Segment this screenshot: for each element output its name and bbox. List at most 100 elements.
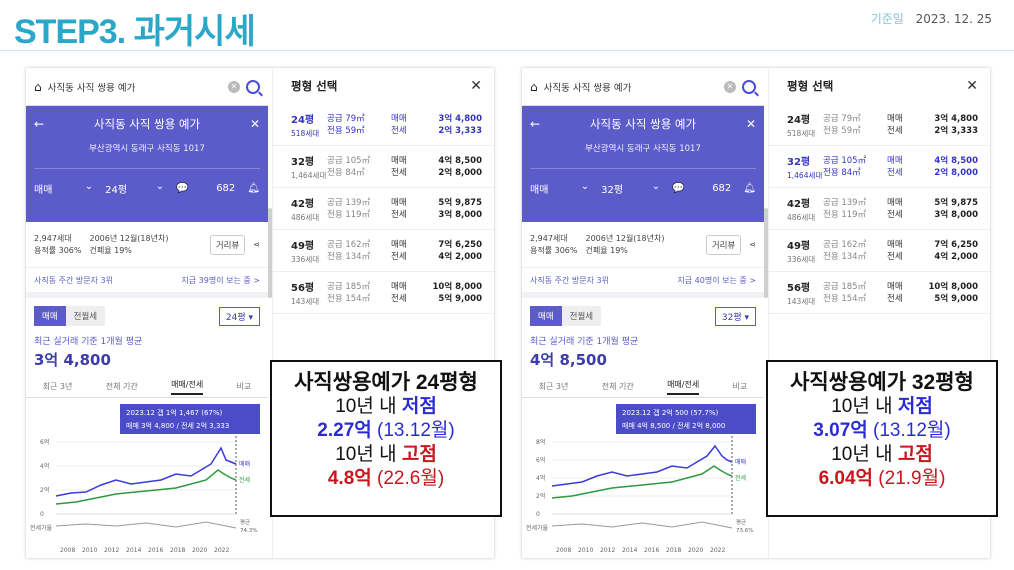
back-icon[interactable]: ← xyxy=(34,117,45,131)
sale-price: 5억 9,875 xyxy=(438,197,482,208)
visitor-rank[interactable]: 사직동 주간 방문자 3위 지금 40명이 보는 중 > xyxy=(522,268,764,298)
deal-type-label: 매매 xyxy=(530,185,549,196)
ratio-avg-label: 평균 xyxy=(736,519,746,526)
size-row[interactable]: 24평 518세대 공급 79㎡ 전용 59㎡ 매매 전세 3억 4,800 2억 3,… xyxy=(273,104,494,146)
tab-compare[interactable]: 비교 xyxy=(236,382,252,391)
x-tick: 2022 xyxy=(710,547,725,554)
size-row[interactable]: 24평 518세대 공급 79㎡ 전용 59㎡ 매매 전세 3억 4,800 2억 3,… xyxy=(769,104,990,146)
search-input[interactable]: 사직동 사직 쌍용 예가 xyxy=(543,82,632,94)
x-tick: 2016 xyxy=(644,547,659,554)
coverage-ratio: 건폐율 19% xyxy=(89,245,132,255)
bell-icon[interactable]: 🔔︎ xyxy=(743,183,756,194)
complex-header: ← 사직동 사직 쌍용 예가 ✕ 부산광역시 동래구 사직동 1017 매매 ⌄ … xyxy=(26,106,268,222)
pyeong: 56평 xyxy=(787,282,811,294)
tab-recent-3y[interactable]: 최근 3년 xyxy=(538,382,569,391)
scrollbar[interactable] xyxy=(268,208,272,298)
deal-type-filter[interactable]: 매매 ⌄ xyxy=(530,181,595,196)
tab-rent[interactable]: 전월세 xyxy=(65,306,106,326)
street-view-button[interactable]: 거리뷰 xyxy=(705,234,742,255)
avg-price: 3억 4,800 xyxy=(34,351,111,369)
share-icon[interactable]: ⋖ xyxy=(749,240,756,249)
size-row[interactable]: 56평 143세대 공급 185㎡ 전용 154㎡ 매매 전세 10억 8,000 5억… xyxy=(769,272,990,314)
summary-box-32py: 사직쌍용예가 32평형 10년 내 저점 3.07억 (13.12월) 10년 … xyxy=(766,360,998,517)
size-filter[interactable]: 32평 ⌄ xyxy=(601,181,666,196)
size-select[interactable]: 24평 ▾ xyxy=(218,306,260,326)
clear-icon[interactable]: ✕ xyxy=(228,80,240,93)
home-icon[interactable]: ⌂ xyxy=(34,79,42,94)
tooltip-line2: 매매 3억 4,800 / 전세 2억 3,333 xyxy=(126,421,229,430)
visitor-rank-label: 사직동 주간 방문자 3위 xyxy=(34,275,113,285)
tab-all-period[interactable]: 전체 기간 xyxy=(105,382,138,391)
high-word: 고점 xyxy=(401,444,437,465)
search-input[interactable]: 사직동 사직 쌍용 예가 xyxy=(47,82,136,94)
x-tick: 2018 xyxy=(170,547,185,554)
size-row[interactable]: 42평 486세대 공급 139㎡ 전용 119㎡ 매매 전세 5억 9,875 3억 … xyxy=(273,188,494,230)
chevron-down-icon: ⌄ xyxy=(84,181,94,192)
tab-sale[interactable]: 매매 xyxy=(34,306,66,326)
bell-icon[interactable]: 🔔︎ xyxy=(247,183,260,194)
size-row[interactable]: 49평 336세대 공급 162㎡ 전용 134㎡ 매매 전세 7억 6,250 4억 … xyxy=(273,230,494,272)
street-view-button[interactable]: 거리뷰 xyxy=(209,234,246,255)
close-icon[interactable]: ✕ xyxy=(470,78,482,94)
y-tick-2: 2억 xyxy=(536,492,545,500)
close-icon[interactable]: ✕ xyxy=(745,117,756,131)
high-prefix: 10년 내 xyxy=(831,444,898,465)
low-word: 저점 xyxy=(401,396,437,417)
built-year: 2006년 12월(18년차) xyxy=(89,233,169,243)
exclusive-area: 전용 119㎡ xyxy=(327,209,371,220)
complex-title: 사직동 사직 쌍용 예가 xyxy=(589,117,697,131)
search-icon[interactable] xyxy=(246,79,260,94)
size-row[interactable]: 56평 143세대 공급 185㎡ 전용 154㎡ 매매 전세 10억 8,000 5억… xyxy=(273,272,494,314)
close-icon[interactable]: ✕ xyxy=(966,78,978,94)
high-date: (21.9월) xyxy=(873,468,946,489)
visitor-rank[interactable]: 사직동 주간 방문자 3위 지금 39명이 보는 중 > xyxy=(26,268,268,298)
ratio-avg-value: 73.6% xyxy=(736,528,753,534)
size-row[interactable]: 32평 1,464세대 공급 105㎡ 전용 84㎡ 매매 전세 4억 8,500 2억… xyxy=(769,146,990,188)
price-chart: 2023.12 갭 1억 1,467 (67%) 매매 3억 4,800 / 전… xyxy=(30,404,260,554)
pyeong: 42평 xyxy=(787,198,811,210)
clear-icon[interactable]: ✕ xyxy=(724,80,736,93)
x-tick: 2016 xyxy=(148,547,163,554)
tab-recent-3y[interactable]: 최근 3년 xyxy=(42,382,73,391)
size-filter[interactable]: 24평 ⌄ xyxy=(105,181,170,196)
sale-price: 4억 8,500 xyxy=(934,155,978,166)
complex-title: 사직동 사직 쌍용 예가 xyxy=(93,117,201,131)
size-row[interactable]: 32평 1,464세대 공급 105㎡ 전용 84㎡ 매매 전세 4억 8,500 2억… xyxy=(273,146,494,188)
tab-sale-rent[interactable]: 매매/전세 xyxy=(667,379,700,395)
low-prefix: 10년 내 xyxy=(335,396,402,417)
search-bar: ⌂ 사직동 사직 쌍용 예가 ✕ xyxy=(26,68,268,106)
tab-all-period[interactable]: 전체 기간 xyxy=(601,382,634,391)
exclusive-area: 전용 134㎡ xyxy=(327,251,371,262)
back-icon[interactable]: ← xyxy=(530,117,541,131)
households: 486세대 xyxy=(291,212,320,222)
tab-sale[interactable]: 매매 xyxy=(530,306,562,326)
deal-type: 전세 xyxy=(391,125,407,136)
home-icon[interactable]: ⌂ xyxy=(530,79,538,94)
size-row[interactable]: 49평 336세대 공급 162㎡ 전용 134㎡ 매매 전세 7억 6,250 4억 … xyxy=(769,230,990,272)
supply-area: 공급 185㎡ xyxy=(327,281,371,292)
exclusive-area: 전용 134㎡ xyxy=(823,251,867,262)
sale-price: 3억 4,800 xyxy=(934,113,978,124)
comments-button[interactable]: 💬 682 xyxy=(672,183,737,194)
y-tick-2: 2억 xyxy=(40,486,49,494)
high-date: (22.6월) xyxy=(371,468,445,489)
search-icon[interactable] xyxy=(742,79,756,94)
size-row[interactable]: 42평 486세대 공급 139㎡ 전용 119㎡ 매매 전세 5억 9,875 3억 … xyxy=(769,188,990,230)
deal-type: 전세 xyxy=(887,167,903,178)
size-select[interactable]: 32평 ▾ xyxy=(714,306,756,326)
tooltip-line1: 2023.12 갭 2억 500 (57.7%) xyxy=(622,409,719,417)
tab-compare[interactable]: 비교 xyxy=(732,382,748,391)
app-panel: ⌂ 사직동 사직 쌍용 예가 ✕ ← 사직동 사직 쌍용 예가 ✕ 부산광역시 … xyxy=(26,68,268,558)
tab-sale-rent[interactable]: 매매/전세 xyxy=(171,379,204,395)
comment-icon: 💬 xyxy=(672,183,685,194)
comments-button[interactable]: 💬 682 xyxy=(176,183,241,194)
households: 1,464세대 xyxy=(787,170,823,180)
legend-sale: 매매 xyxy=(735,458,746,466)
close-icon[interactable]: ✕ xyxy=(249,117,260,131)
scrollbar[interactable] xyxy=(764,208,768,298)
chevron-down-icon: ⌄ xyxy=(155,181,165,192)
tab-rent[interactable]: 전월세 xyxy=(561,306,602,326)
share-icon[interactable]: ⋖ xyxy=(253,240,260,249)
avg-note: 최근 실거래 기준 1개월 평균 xyxy=(530,337,639,347)
deal-type-filter[interactable]: 매매 ⌄ xyxy=(34,181,99,196)
